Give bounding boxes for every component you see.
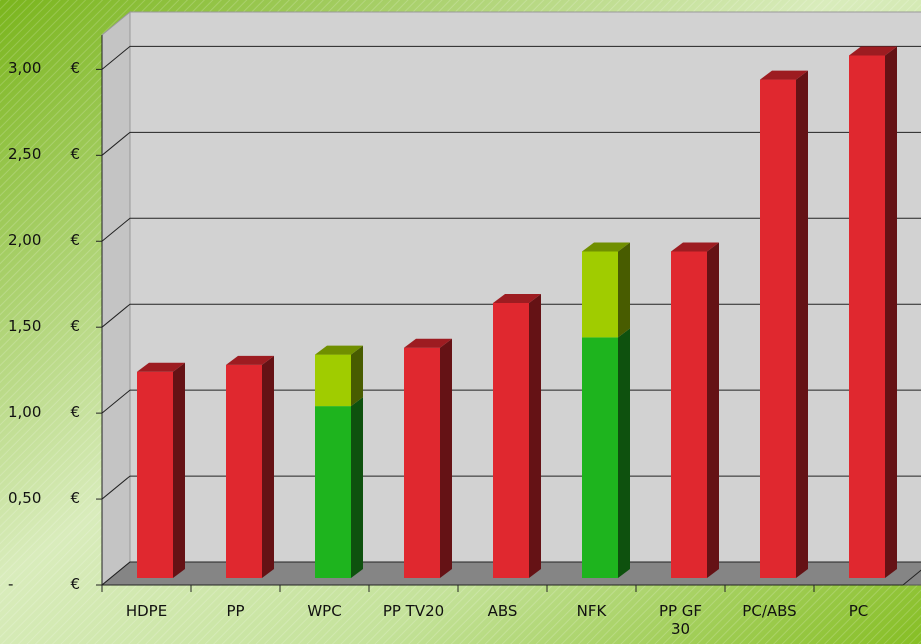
grid-line xyxy=(101,303,921,328)
x-tick-label: HDPE xyxy=(125,602,168,620)
bar-side xyxy=(440,338,452,578)
grid-line xyxy=(101,389,921,414)
grid-line xyxy=(101,475,921,500)
bar-side xyxy=(618,242,630,338)
x-tick-label: PP GF 30 xyxy=(658,602,703,638)
y-tick-label: 1,00 € xyxy=(8,403,80,422)
bar xyxy=(582,337,618,578)
bar-top xyxy=(137,362,185,372)
bar-side xyxy=(173,362,185,578)
bar-side xyxy=(529,294,541,578)
y-tick-label: 0,50 € xyxy=(8,489,80,508)
bar-side xyxy=(618,328,630,578)
bar xyxy=(404,347,440,578)
grid-line xyxy=(101,131,921,156)
bar-top xyxy=(315,345,363,355)
bar-side xyxy=(707,242,719,578)
bar xyxy=(582,251,618,338)
bar-top xyxy=(849,46,897,56)
bar xyxy=(137,371,173,578)
x-tick-label: PC/ABS xyxy=(742,602,797,620)
bar xyxy=(760,79,796,578)
x-axis-depth xyxy=(902,569,921,586)
bar xyxy=(226,364,262,578)
bar-side xyxy=(351,397,363,578)
bar xyxy=(493,303,529,578)
y-tick-label: 2,00 € xyxy=(8,231,80,250)
bar-top xyxy=(493,294,541,303)
y-tick-label: 1,50 € xyxy=(8,317,80,336)
grid-line xyxy=(101,217,921,242)
bar-side xyxy=(351,345,363,407)
bar-top xyxy=(582,242,630,252)
y-tick-label: 3,00 € xyxy=(8,59,80,78)
bar-side xyxy=(262,355,274,578)
x-tick-label: ABS xyxy=(487,602,518,620)
x-tick-label: NFK xyxy=(576,602,607,620)
bar xyxy=(315,354,351,407)
x-tick-label: PP TV20 xyxy=(382,602,445,620)
bar-side xyxy=(885,46,897,578)
bar-top xyxy=(404,338,452,348)
bar xyxy=(671,251,707,578)
x-tick-label: WPC xyxy=(307,602,342,620)
bar-top xyxy=(226,355,274,365)
y-tick-label: - € xyxy=(8,575,80,593)
bar-top xyxy=(760,70,808,80)
grid-line xyxy=(101,561,921,586)
bar xyxy=(849,55,885,578)
bar-side xyxy=(796,70,808,578)
grid-line xyxy=(101,45,921,70)
bar xyxy=(315,406,351,578)
x-tick-label: PP xyxy=(226,602,245,620)
x-tick-label: PC xyxy=(848,602,869,620)
side-wall xyxy=(101,10,131,587)
y-tick-label: 2,50 € xyxy=(8,145,80,164)
bar-top xyxy=(671,242,719,252)
